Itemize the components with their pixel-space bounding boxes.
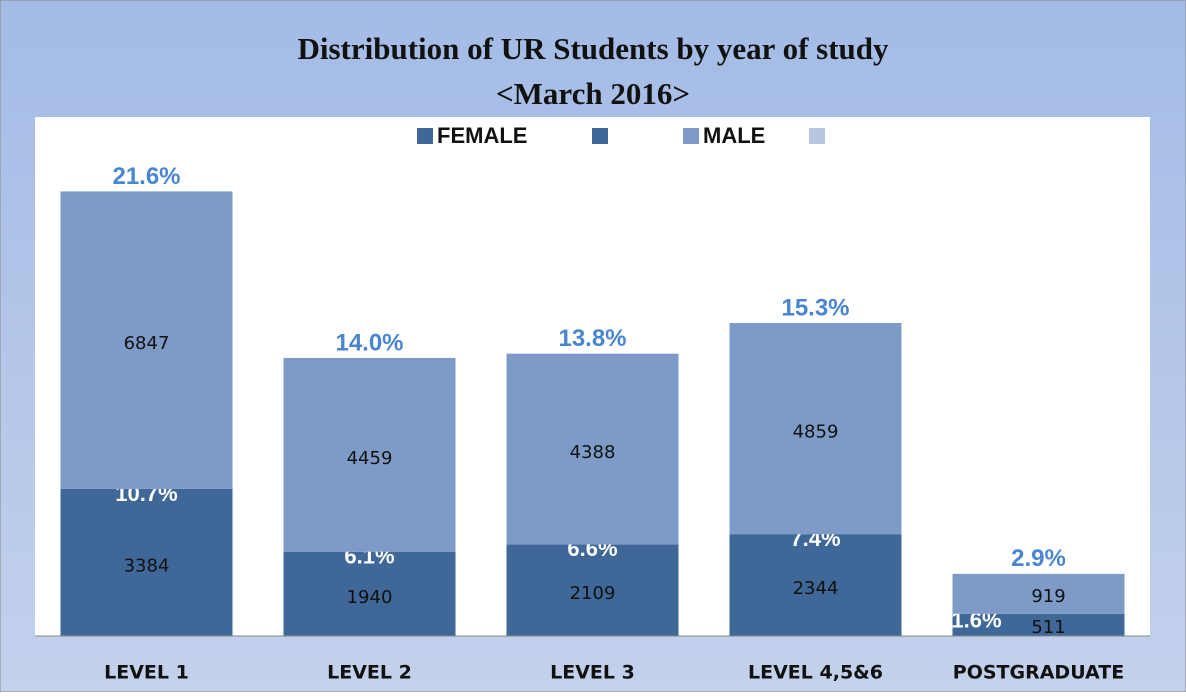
bar-segment [952, 613, 1125, 636]
bar-segment [506, 544, 679, 636]
x-tick-label: LEVEL 3 [550, 662, 635, 684]
value-label: 2109 [570, 583, 616, 604]
x-tick-label: LEVEL 4,5&6 [748, 662, 883, 684]
share-label: 13.8% [558, 325, 626, 352]
legend-label: MALE [703, 123, 765, 148]
value-label: 919 [1031, 586, 1065, 607]
value-label: 1940 [347, 587, 393, 608]
bar-segment [283, 551, 456, 636]
bar-segment [60, 488, 233, 636]
legend-swatch [809, 128, 825, 144]
legend-swatch [417, 128, 433, 144]
legend-swatch [683, 128, 699, 144]
share-label: 21.6% [112, 163, 180, 190]
value-label: 2344 [793, 578, 839, 599]
value-label: 4859 [793, 422, 839, 443]
bar-segment [729, 534, 902, 636]
legend-swatch [592, 128, 608, 144]
chart-subtitle: <March 2016> [496, 76, 690, 111]
bar-segment [283, 357, 456, 552]
x-tick-label: LEVEL 1 [104, 662, 189, 684]
bar-segment [729, 322, 902, 535]
bar-segment [506, 353, 679, 545]
bar-segment [952, 573, 1125, 614]
share-label: 15.3% [781, 294, 849, 321]
share-label: 2.9% [1011, 545, 1066, 572]
share-label: 14.0% [335, 329, 403, 356]
legend-label: FEMALE [437, 123, 527, 148]
x-tick-label: LEVEL 2 [327, 662, 412, 684]
value-label: 6847 [124, 333, 170, 354]
bar-segment [60, 191, 233, 489]
value-label: 4388 [570, 442, 616, 463]
value-label: 4459 [347, 448, 393, 469]
value-label: 3384 [124, 555, 170, 576]
value-label: 511 [1031, 617, 1065, 638]
x-tick-label: POSTGRADUATE [953, 662, 1124, 684]
chart-title: Distribution of UR Students by year of s… [297, 31, 889, 66]
